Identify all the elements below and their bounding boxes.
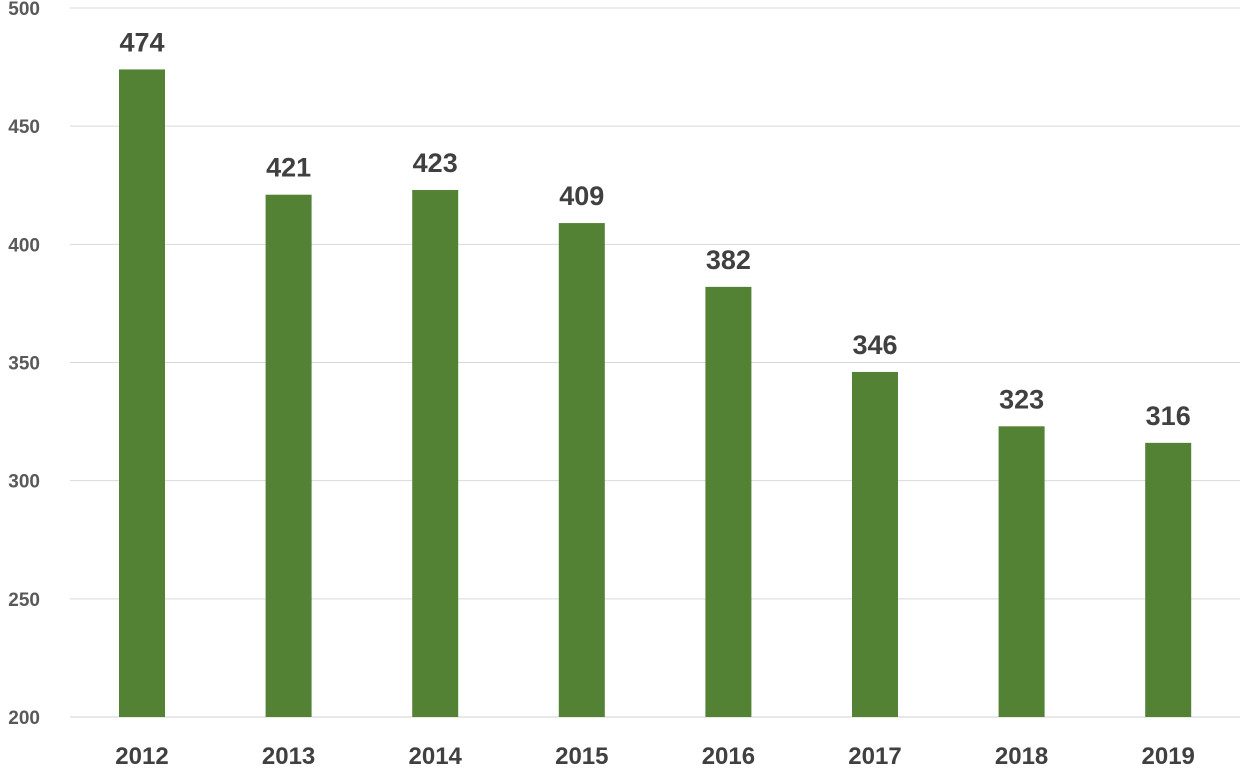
data-label-2014: 423: [413, 148, 458, 178]
data-label-2019: 316: [1146, 401, 1191, 431]
y-tick-label: 450: [8, 117, 40, 138]
data-label-2012: 474: [119, 27, 164, 57]
bar-2013: [265, 194, 312, 717]
bars: [119, 69, 1192, 718]
x-tick-label-2016: 2016: [702, 743, 755, 770]
data-label-2013: 421: [266, 153, 311, 183]
y-tick-label: 250: [8, 590, 40, 611]
x-tick-label-2015: 2015: [555, 743, 608, 770]
x-tick-label-2017: 2017: [848, 743, 901, 770]
bar-2018: [998, 426, 1045, 717]
bar-2017: [852, 371, 898, 717]
bar-2019: [1145, 442, 1192, 717]
data-label-2015: 409: [559, 181, 604, 211]
x-tick-label-2014: 2014: [409, 743, 463, 770]
x-axis-tick-labels: 2012 2013 2014 2015 2016 2017 2018 2019: [115, 743, 1195, 770]
x-tick-label-2013: 2013: [262, 743, 315, 770]
y-tick-label: 200: [8, 708, 40, 729]
data-label-2018: 323: [999, 384, 1044, 414]
bar-2014: [412, 189, 459, 717]
bar-2016: [705, 286, 752, 717]
data-label-2016: 382: [706, 245, 751, 275]
x-tick-label-2019: 2019: [1142, 743, 1195, 770]
y-tick-label: 350: [8, 354, 40, 375]
y-axis-tick-labels: 200 250 300 350 400 450 500: [8, 0, 40, 729]
x-tick-label-2018: 2018: [995, 743, 1048, 770]
bar-2012: [119, 69, 165, 718]
gridlines: [70, 7, 1240, 718]
y-tick-label: 500: [8, 0, 40, 20]
data-labels: 474 421 423 409 382 346 323 316: [119, 27, 1190, 430]
y-tick-label: 300: [8, 472, 40, 493]
y-tick-label: 400: [8, 235, 40, 256]
bar-2015: [558, 223, 605, 717]
data-label-2017: 346: [852, 330, 897, 360]
x-tick-label-2012: 2012: [115, 743, 168, 770]
